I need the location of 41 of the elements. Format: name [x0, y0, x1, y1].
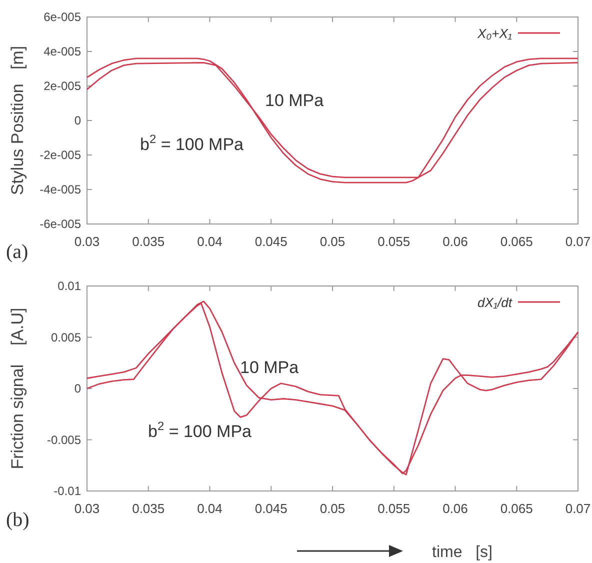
- y-tick-label: 0.01: [58, 279, 82, 293]
- y-axis-title: Stylus Position [m]: [8, 46, 27, 196]
- y-axis-title: Friction signal [A.U]: [8, 308, 27, 470]
- annotation: 10 MPa: [240, 358, 300, 377]
- legend-label: dX₁/dt: [478, 295, 514, 310]
- text: (a): [6, 241, 28, 263]
- y-tick-label: 4e-005: [44, 44, 82, 58]
- x-tick-label: 0.045: [254, 501, 288, 516]
- x-tick-label: 0.03: [74, 234, 100, 249]
- x-tick-label: 0.035: [132, 501, 165, 516]
- x-tick-label: 0.04: [197, 501, 222, 516]
- y-tick-label: 2e-005: [44, 79, 82, 93]
- annotation: b$^{2}$ = 100 MPa: [140, 132, 244, 154]
- x-tick-label: 0.035: [132, 234, 165, 249]
- y-tick-label: -0.005: [46, 432, 82, 447]
- x-tick-label: 0.055: [378, 501, 410, 516]
- x-tick-label: 0.06: [442, 234, 468, 249]
- y-tick-label: 0.005: [50, 330, 82, 344]
- x-tick-label: 0.05: [320, 234, 346, 249]
- y-tick-label: 6e-005: [44, 10, 82, 24]
- text: (b): [6, 509, 30, 531]
- x-tick-label: 0.055: [378, 234, 410, 249]
- x-axis-title: time [s]: [432, 544, 492, 561]
- y-tick-label: -4e-005: [40, 182, 82, 196]
- x-tick-label: 0.065: [500, 234, 533, 249]
- x-tick-label: 0.04: [197, 234, 222, 249]
- y-tick-label: -6e-005: [40, 217, 82, 231]
- x-tick-label: 0.03: [74, 501, 100, 516]
- y-tick-label: -0.01: [54, 484, 82, 498]
- x-tick-label: 0.05: [320, 501, 346, 516]
- y-tick-label: 0: [74, 382, 82, 396]
- y-tick-label: -2e-005: [40, 148, 82, 162]
- annotation: 10 MPa: [265, 91, 324, 110]
- legend-label: X₀+X₁: [476, 26, 512, 41]
- x-tick-label: 0.045: [254, 234, 288, 249]
- x-tick-label: 0.07: [565, 234, 591, 249]
- y-tick-label: 0: [74, 114, 82, 128]
- annotation: b$^{2}$ = 100 MPa: [148, 419, 252, 441]
- x-tick-label: 0.07: [565, 501, 591, 516]
- x-tick-label: 0.065: [500, 501, 533, 516]
- x-tick-label: 0.06: [442, 501, 468, 516]
